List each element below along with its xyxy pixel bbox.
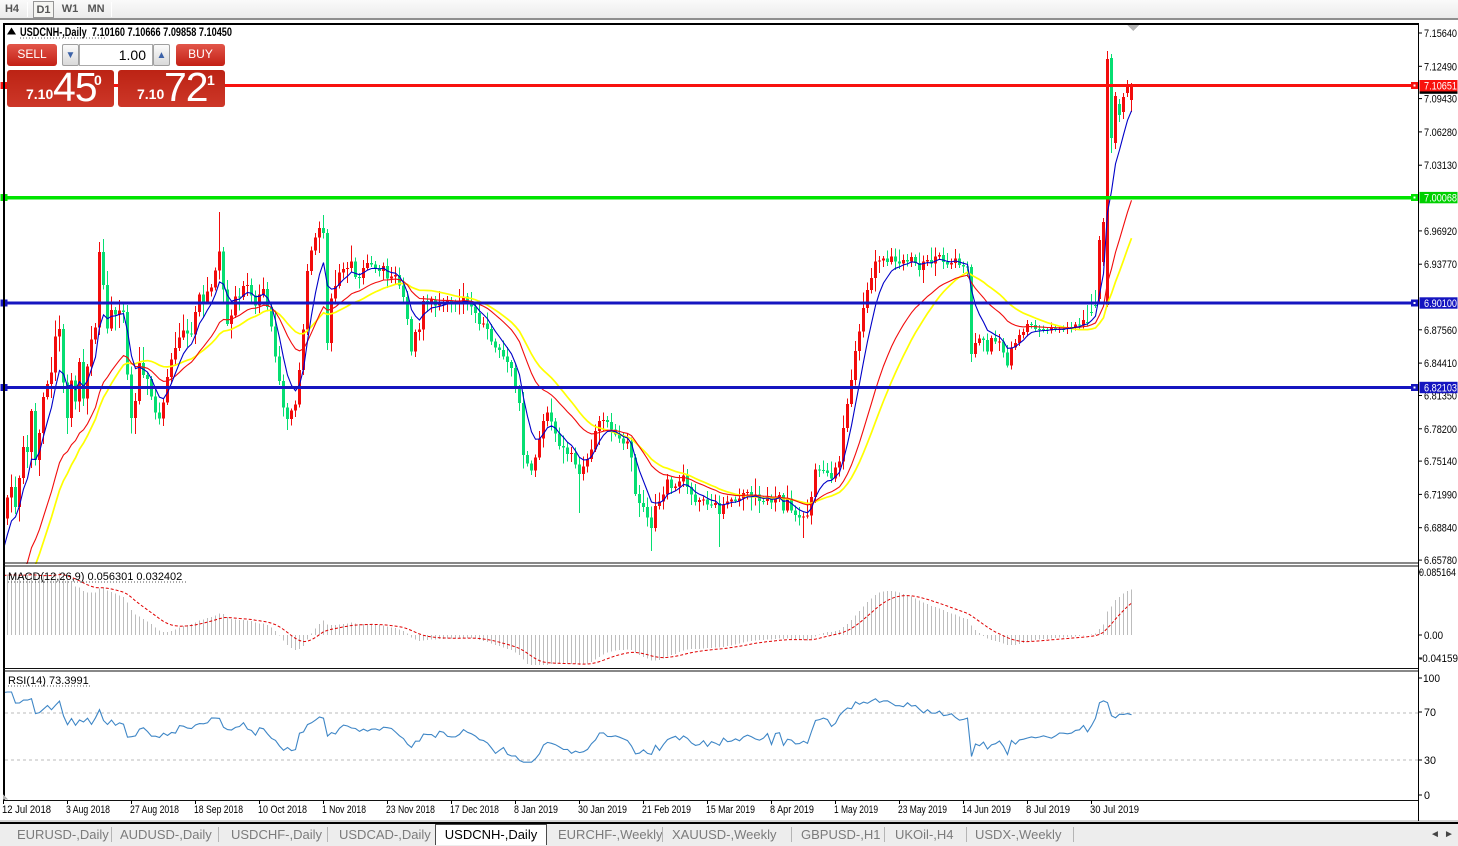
svg-text:12 Jul 2018: 12 Jul 2018: [2, 804, 51, 816]
svg-text:30 Jul 2019: 30 Jul 2019: [1090, 804, 1139, 816]
svg-text:70: 70: [1424, 707, 1436, 719]
svg-text:6.82103: 6.82103: [1424, 383, 1457, 395]
svg-text:17 Dec 2018: 17 Dec 2018: [450, 804, 499, 816]
svg-text:3 Aug 2018: 3 Aug 2018: [66, 804, 110, 816]
svg-text:-0.04159: -0.04159: [1419, 653, 1458, 665]
svg-text:100: 100: [1423, 673, 1440, 685]
svg-text:21 Feb 2019: 21 Feb 2019: [642, 804, 691, 816]
svg-text:MACD(12,26,9) 0.056301 0.03240: MACD(12,26,9) 0.056301 0.032402: [8, 571, 182, 583]
svg-text:6.87560: 6.87560: [1424, 325, 1457, 337]
svg-text:6.78200: 6.78200: [1424, 424, 1457, 436]
svg-text:30 Jan 2019: 30 Jan 2019: [578, 804, 627, 816]
svg-text:8 Apr 2019: 8 Apr 2019: [770, 804, 814, 816]
svg-text:7.09430: 7.09430: [1424, 94, 1457, 106]
svg-text:6.75140: 6.75140: [1424, 456, 1457, 468]
svg-text:8 Jul 2019: 8 Jul 2019: [1026, 804, 1070, 816]
svg-text:1 May 2019: 1 May 2019: [834, 804, 878, 816]
svg-text:0.00: 0.00: [1424, 630, 1443, 642]
svg-text:18 Sep 2018: 18 Sep 2018: [194, 804, 243, 816]
svg-text:30: 30: [1424, 755, 1436, 767]
svg-text:23 Nov 2018: 23 Nov 2018: [386, 804, 435, 816]
svg-text:6.90100: 6.90100: [1424, 298, 1457, 310]
svg-text:0: 0: [1424, 790, 1430, 802]
svg-text:RSI(14) 73.3991: RSI(14) 73.3991: [8, 675, 89, 687]
svg-text:23 May 2019: 23 May 2019: [898, 804, 947, 816]
svg-text:1 Nov 2018: 1 Nov 2018: [322, 804, 366, 816]
svg-text:6.93770: 6.93770: [1424, 259, 1457, 271]
svg-text:6.65780: 6.65780: [1424, 555, 1457, 567]
svg-text:14 Jun 2019: 14 Jun 2019: [962, 804, 1011, 816]
svg-text:USDCNH-,Daily 7.10160 7.10666: USDCNH-,Daily 7.10160 7.10666 7.09858 7.…: [20, 25, 232, 39]
svg-text:6.68840: 6.68840: [1424, 523, 1457, 535]
svg-text:7.15640: 7.15640: [1424, 28, 1457, 40]
svg-text:10 Oct 2018: 10 Oct 2018: [258, 804, 307, 816]
svg-text:7.03130: 7.03130: [1424, 160, 1457, 172]
svg-text:7.12490: 7.12490: [1424, 61, 1457, 73]
svg-text:27 Aug 2018: 27 Aug 2018: [130, 804, 179, 816]
svg-text:0.085164: 0.085164: [1419, 567, 1456, 579]
svg-text:7.06280: 7.06280: [1424, 127, 1457, 139]
svg-text:6.96920: 6.96920: [1424, 226, 1457, 238]
svg-text:7.10651: 7.10651: [1424, 81, 1457, 93]
svg-text:6.81350: 6.81350: [1424, 391, 1457, 403]
svg-text:15 Mar 2019: 15 Mar 2019: [706, 804, 755, 816]
svg-text:8 Jan 2019: 8 Jan 2019: [514, 804, 558, 816]
svg-text:7.00068: 7.00068: [1424, 193, 1457, 205]
svg-text:6.71990: 6.71990: [1424, 489, 1457, 501]
svg-text:6.84410: 6.84410: [1424, 358, 1457, 370]
